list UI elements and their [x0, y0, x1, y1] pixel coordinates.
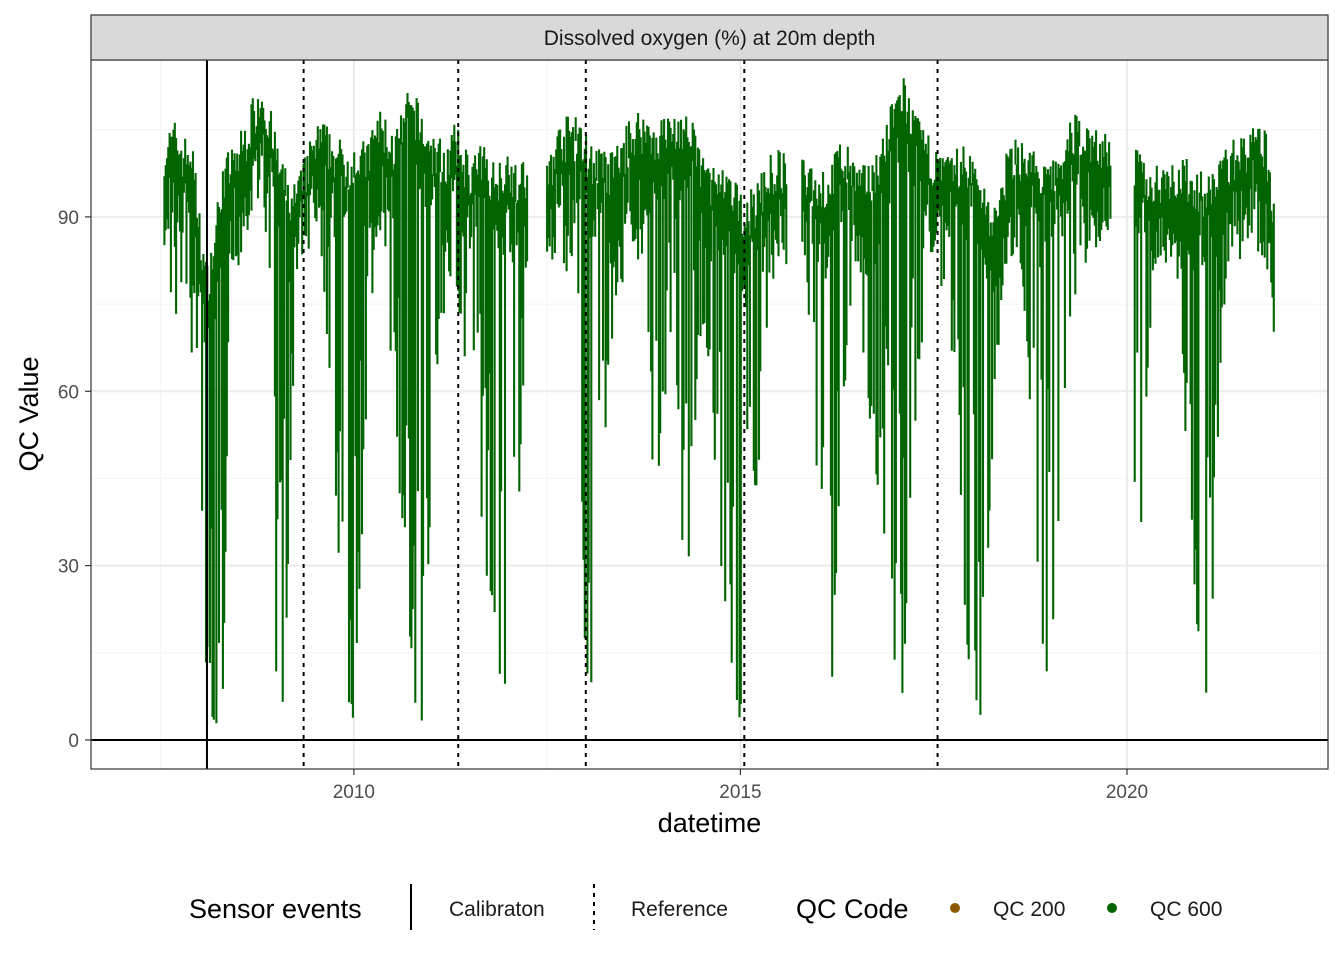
series-qc600-points — [801, 78, 1112, 715]
legend-label-qc200: QC 200 — [993, 898, 1065, 921]
facet-strip: Dissolved oxygen (%) at 20m depth — [90, 14, 1329, 61]
legend: Sensor events Calibraton Reference QC Co… — [189, 884, 1222, 930]
legend-title-qc-code: QC Code — [796, 894, 909, 924]
facet-title: Dissolved oxygen (%) at 20m depth — [544, 27, 876, 50]
y-tick-label: 0 — [68, 731, 79, 752]
legend-label-reference: Reference — [631, 898, 728, 921]
y-tick-label: 60 — [58, 382, 79, 403]
panel — [90, 59, 1329, 770]
data-points — [163, 78, 1275, 724]
legend-key-qc600 — [1107, 903, 1117, 913]
legend-label-calibration: Calibraton — [449, 898, 545, 921]
y-axis: 0 30 60 90 — [58, 208, 91, 752]
series-qc600-points — [1133, 128, 1275, 693]
legend-key-qc200 — [950, 903, 960, 913]
legend-label-qc600: QC 600 — [1150, 898, 1222, 921]
x-tick-label: 2010 — [333, 782, 375, 803]
x-tick-label: 2015 — [719, 782, 761, 803]
y-tick-label: 90 — [58, 208, 79, 229]
x-axis: 2010 2015 2020 — [333, 769, 1148, 803]
sensor-event-lines — [205, 60, 939, 769]
facet-strip-background — [90, 14, 1329, 61]
x-tick-label: 2020 — [1106, 782, 1148, 803]
y-tick-label: 30 — [58, 557, 79, 578]
series-qc600-points — [163, 93, 529, 724]
x-axis-label: datetime — [658, 808, 762, 838]
y-axis-label: QC Value — [14, 356, 44, 471]
series-qc600-points — [546, 113, 788, 718]
legend-title-sensor-events: Sensor events — [189, 894, 362, 924]
